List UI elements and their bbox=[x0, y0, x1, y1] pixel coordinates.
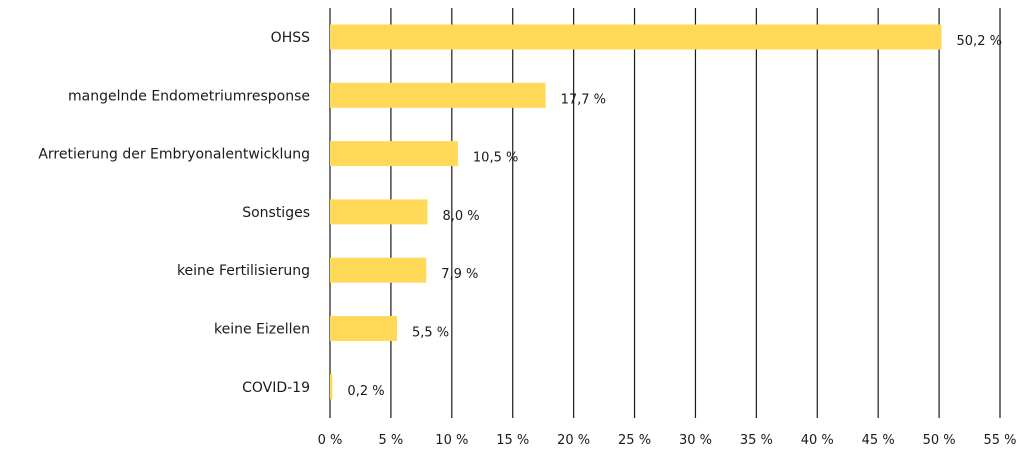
bar bbox=[330, 199, 428, 225]
bar bbox=[330, 24, 942, 50]
value-label: 7,9 % bbox=[441, 267, 478, 282]
bar bbox=[330, 257, 427, 283]
x-axis-tick-labels: 0 % 5 % 10 % 15 % 20 % 25 % 30 % 35 % 40 % 45 % 50… bbox=[318, 433, 1017, 448]
x-tick-label: 50 % bbox=[923, 433, 956, 448]
bar bbox=[330, 316, 397, 341]
x-tick-label: 10 % bbox=[435, 433, 468, 448]
bar bbox=[330, 141, 458, 167]
x-tick-label: 45 % bbox=[862, 433, 895, 448]
value-label: 50,2 % bbox=[957, 34, 1002, 49]
x-tick-label: 5 % bbox=[379, 433, 404, 448]
category-label: Arretierung der Embryonalentwicklung bbox=[38, 147, 310, 163]
category-label: keine Fertilisierung bbox=[177, 263, 310, 279]
grid-lines bbox=[329, 8, 1001, 418]
x-tick-label: 35 % bbox=[740, 433, 773, 448]
category-label: Sonstiges bbox=[242, 205, 310, 221]
x-tick-label: 40 % bbox=[801, 433, 834, 448]
value-labels: 50,2 % 17,7 % 10,5 % 8,0 % 7,9 % 5,5 % 0,2 % bbox=[347, 34, 1002, 399]
x-tick-label: 55 % bbox=[983, 433, 1016, 448]
x-tick-label: 15 % bbox=[496, 433, 529, 448]
value-label: 17,7 % bbox=[561, 92, 606, 107]
category-label: mangelnde Endometriumresponse bbox=[68, 88, 310, 104]
value-label: 8,0 % bbox=[442, 209, 479, 224]
value-label: 0,2 % bbox=[347, 384, 384, 399]
category-label: OHSS bbox=[271, 30, 310, 46]
x-tick-label: 0 % bbox=[318, 433, 343, 448]
category-label: keine Eizellen bbox=[214, 322, 310, 338]
x-tick-label: 20 % bbox=[557, 433, 590, 448]
bar bbox=[330, 374, 333, 400]
value-label: 10,5 % bbox=[473, 151, 518, 166]
bar bbox=[330, 82, 546, 108]
bars bbox=[330, 24, 942, 400]
value-label: 5,5 % bbox=[412, 326, 449, 341]
x-tick-label: 30 % bbox=[679, 433, 712, 448]
category-label: COVID-19 bbox=[242, 380, 310, 396]
category-labels: OHSS mangelnde Endometriumresponse Arretie… bbox=[38, 30, 310, 396]
x-tick-label: 25 % bbox=[618, 433, 651, 448]
